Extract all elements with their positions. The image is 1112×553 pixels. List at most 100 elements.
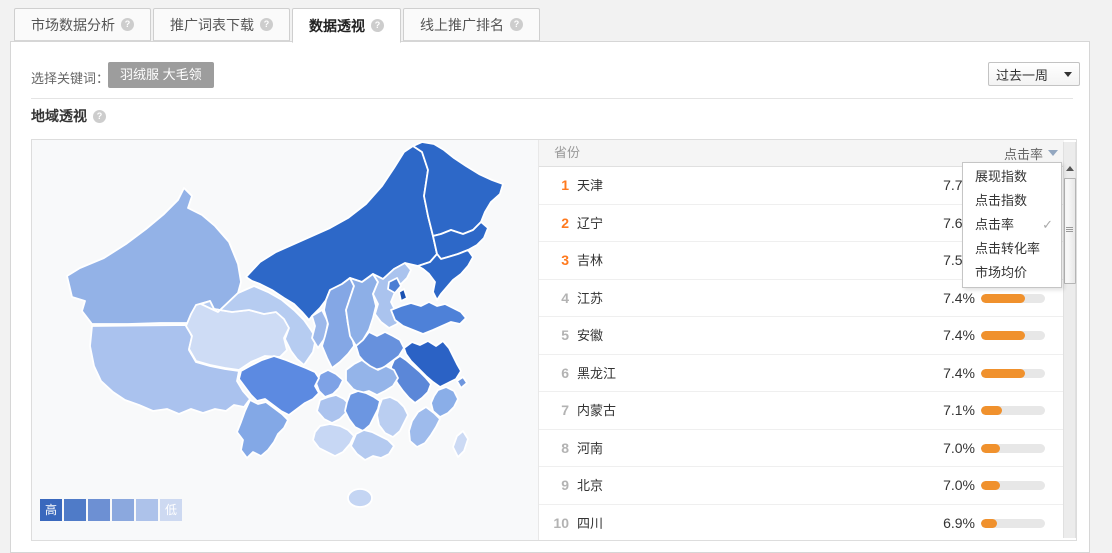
- tab-keyword-list-download[interactable]: 推广词表下载 ?: [153, 8, 290, 41]
- tab-data-pivot[interactable]: 数据透视 ?: [292, 8, 401, 43]
- map-region-guangxi[interactable]: [312, 423, 355, 457]
- legend-swatch: 高: [40, 499, 62, 521]
- china-map-svg: [66, 141, 504, 508]
- dropdown-item[interactable]: 点击率 ✓: [963, 213, 1061, 237]
- rank-number: 2: [561, 214, 569, 231]
- metric-bar: [981, 443, 1045, 453]
- table-row[interactable]: 8 河南 7.0%: [539, 430, 1064, 467]
- keyword-chip[interactable]: 羽绒服 大毛领: [108, 62, 214, 88]
- province-column-header: 省份: [554, 145, 581, 160]
- map-region-jiangsu[interactable]: [403, 340, 462, 388]
- map-region-heilongjiang[interactable]: [412, 141, 504, 237]
- province-name: 河南: [577, 440, 604, 456]
- metric-value: 7.4%: [943, 327, 975, 343]
- province-name: 内蒙古: [577, 403, 617, 418]
- legend-swatch: [88, 499, 110, 521]
- help-icon[interactable]: ?: [93, 109, 106, 123]
- dropdown-item-label: 市场均价: [975, 265, 1028, 280]
- map-region-hunan[interactable]: [344, 390, 381, 432]
- metric-selector-trigger[interactable]: 点击率: [1004, 140, 1058, 166]
- rank-number: 9: [561, 477, 569, 493]
- period-select-value: 过去一周: [996, 67, 1049, 83]
- dropdown-item[interactable]: 市场均价 ✓: [963, 261, 1061, 285]
- help-icon[interactable]: ?: [121, 18, 134, 31]
- rank-number: 3: [561, 252, 569, 268]
- map-region-jiangxi[interactable]: [376, 396, 409, 438]
- help-icon[interactable]: ?: [371, 19, 384, 32]
- table-row[interactable]: 9 北京 7.0%: [539, 467, 1064, 505]
- metric-bar: [981, 518, 1045, 528]
- legend-swatch: [112, 499, 134, 521]
- help-icon[interactable]: ?: [510, 18, 523, 31]
- map-region-shanghai[interactable]: [456, 376, 468, 389]
- metric-bar: [981, 368, 1045, 378]
- rank-number: 8: [561, 439, 569, 456]
- dropdown-item-label: 展现指数: [975, 169, 1028, 184]
- legend-swatch: [64, 499, 86, 521]
- province-name: 辽宁: [577, 215, 604, 231]
- period-select[interactable]: 过去一周: [988, 62, 1080, 86]
- map-region-liaoning[interactable]: [417, 249, 474, 301]
- dropdown-item-label: 点击转化率: [975, 241, 1041, 256]
- table-row[interactable]: 5 安徽 7.4%: [539, 317, 1064, 355]
- map-region-hainan[interactable]: [347, 488, 373, 508]
- metric-bar: [981, 481, 1045, 490]
- rank-number: 6: [561, 364, 569, 381]
- map-region-zhejiang[interactable]: [430, 386, 459, 418]
- scrollbar-thumb[interactable]: [1064, 178, 1076, 284]
- metric-bar: [981, 331, 1045, 340]
- map-region-fujian[interactable]: [408, 406, 441, 448]
- table-row[interactable]: 7 内蒙古 7.1%: [539, 392, 1064, 430]
- tab-label: 数据透视: [309, 17, 365, 34]
- tab-market-data[interactable]: 市场数据分析 ?: [14, 8, 151, 41]
- rank-number: 7: [561, 402, 569, 418]
- check-icon: ✓: [1042, 217, 1053, 232]
- legend-swatch: [136, 499, 158, 521]
- scroll-up-icon[interactable]: [1066, 166, 1074, 171]
- metric-value: 7.4%: [943, 289, 975, 306]
- dropdown-item[interactable]: 点击指数 ✓: [963, 189, 1061, 213]
- province-name: 吉林: [577, 253, 604, 268]
- map-region-xinjiang[interactable]: [66, 187, 242, 325]
- map-region-shandong[interactable]: [390, 301, 467, 335]
- dropdown-item[interactable]: 展现指数 ✓: [963, 165, 1061, 189]
- tab-label: 市场数据分析: [31, 16, 115, 33]
- table-row[interactable]: 4 江苏 7.4%: [539, 280, 1064, 317]
- map-region-gansu[interactable]: [200, 285, 317, 366]
- rank-number: 10: [553, 514, 569, 531]
- main-panel: 选择关键词： 羽绒服 大毛领 过去一周 地域透视 ?: [10, 41, 1090, 553]
- table-row[interactable]: 6 黑龙江 7.4%: [539, 355, 1064, 392]
- region-pivot-box: 高低 省份 点击率 1 天津 7.7% 2 辽宁 7.6% 3 吉林: [31, 139, 1077, 541]
- metric-dropdown: 展现指数 ✓ 点击指数 ✓ 点击率 ✓ 点击转化率 ✓ 市场均价 ✓: [962, 162, 1062, 288]
- table-row[interactable]: 10 四川 6.9%: [539, 505, 1064, 543]
- rank-number: 4: [561, 289, 569, 306]
- keyword-select-label: 选择关键词：: [31, 71, 110, 86]
- metric-bar: [981, 406, 1045, 415]
- map-region-tianjin[interactable]: [398, 288, 408, 302]
- section-title: 地域透视: [31, 108, 87, 124]
- tab-online-promo-rank[interactable]: 线上推广排名 ?: [403, 8, 540, 41]
- map-region-guangdong[interactable]: [350, 429, 395, 461]
- map-region-taiwan[interactable]: [452, 430, 469, 458]
- map-region-sichuan[interactable]: [238, 355, 320, 416]
- map-region-chongqing[interactable]: [315, 369, 344, 398]
- rank-number: 5: [561, 327, 569, 343]
- tab-label: 线上推广排名: [420, 16, 504, 33]
- province-name: 黑龙江: [577, 365, 617, 381]
- scrollbar-grip: [1066, 227, 1073, 233]
- map-region-beijing[interactable]: [387, 277, 402, 294]
- map-region-yunnan[interactable]: [236, 399, 289, 459]
- chevron-down-icon: [1064, 71, 1072, 77]
- metric-value: 6.9%: [943, 514, 975, 531]
- table-scrollbar[interactable]: [1063, 142, 1076, 538]
- metric-value: 7.0%: [943, 439, 975, 456]
- province-name: 江苏: [577, 290, 604, 306]
- tab-bar: 市场数据分析 ? 推广词表下载 ? 数据透视 ? 线上推广排名 ?: [14, 8, 542, 43]
- dropdown-item[interactable]: 点击转化率 ✓: [963, 237, 1061, 261]
- map-region-xizang[interactable]: [89, 324, 251, 415]
- help-icon[interactable]: ?: [260, 18, 273, 31]
- metric-column-header: 点击率: [1003, 146, 1043, 162]
- map-legend: 高低: [40, 499, 182, 521]
- rank-number: 1: [561, 177, 569, 193]
